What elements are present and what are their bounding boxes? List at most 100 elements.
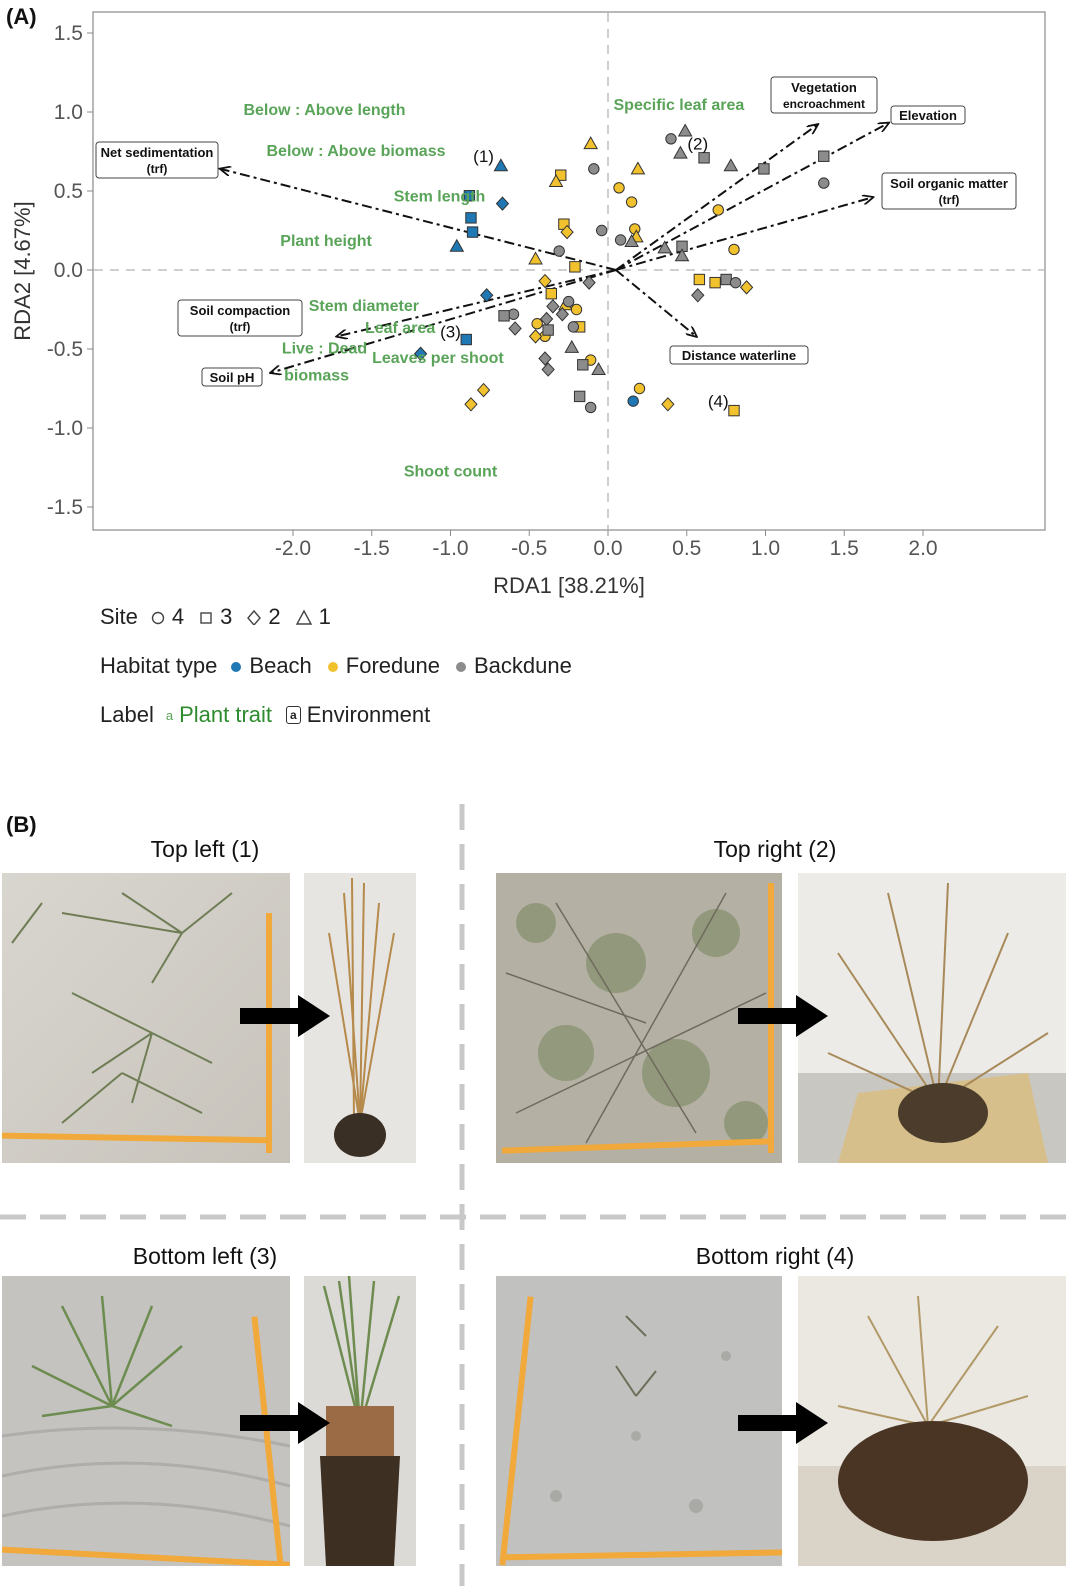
x-tick-label: -2.0	[275, 537, 311, 560]
x-tick-label: 1.5	[830, 537, 859, 560]
point-triangle	[677, 123, 693, 137]
y-tick-label: 1.0	[54, 101, 83, 124]
env-label: Soil compaction	[190, 303, 290, 318]
legend-site-3-label: 3	[220, 604, 233, 629]
point-square	[498, 310, 510, 322]
point-circle	[818, 177, 830, 189]
env-arrow	[221, 169, 617, 271]
rda-plot: -2.0 -1.5 -1.0 -0.5 0.0 0.5 1.0 1.5 2.0 1.5 1.0 0.…	[10, 11, 1046, 598]
legend-label-env-text: Environment	[306, 702, 431, 727]
photo-title-top-left: Top left (1)	[150, 836, 260, 862]
triangle-icon	[295, 609, 312, 625]
x-tick-label: 2.0	[908, 537, 937, 560]
photo-bottom-right-plant	[798, 1276, 1066, 1566]
point-annotation: (2)	[687, 135, 708, 154]
point-square	[542, 324, 554, 336]
point-circle	[562, 295, 575, 308]
x-tick-label: 1.0	[751, 537, 780, 560]
point-circle	[712, 204, 724, 216]
legend-habitat-title: Habitat type	[100, 653, 218, 678]
point-square	[709, 276, 721, 289]
point-diamond	[480, 288, 494, 303]
point-triangle	[673, 145, 688, 159]
y-tick-label: -1.5	[47, 496, 83, 519]
point-triangle	[564, 339, 580, 353]
point-square	[698, 152, 710, 164]
point-triangle	[449, 238, 465, 252]
env-label-box	[201, 367, 263, 387]
arrow-right-icon	[738, 1402, 828, 1444]
point-annotation: (3)	[440, 323, 461, 342]
point-square	[463, 190, 476, 202]
point-square	[460, 333, 472, 346]
point-triangle	[591, 362, 606, 376]
env-label: Soil pH	[210, 370, 255, 385]
legend-habitat-backdune-label: Backdune	[473, 653, 572, 678]
env-label-sub: (trf)	[147, 162, 168, 176]
point-diamond	[555, 307, 570, 322]
beach-dot-icon	[231, 662, 242, 672]
legend-site-1: 1	[295, 604, 331, 630]
legend-label-trait: a Plant trait	[166, 702, 272, 728]
env-label-box	[890, 105, 966, 125]
legend-label: Label a Plant trait a Environment	[100, 702, 438, 728]
point-diamond	[739, 280, 754, 295]
legend-site-3: 3	[198, 604, 232, 630]
point-circle	[633, 382, 646, 395]
trait-label: Stem diameter	[309, 298, 419, 315]
env-label: Elevation	[899, 108, 957, 123]
x-tick-label: -1.0	[432, 537, 468, 560]
point-circle	[613, 182, 625, 194]
legend-habitat-foredune: Foredune	[326, 653, 440, 679]
env-label-box	[881, 172, 1017, 210]
point-square	[728, 404, 740, 417]
trait-label: Leaf area	[365, 320, 435, 337]
point-triangle	[493, 158, 509, 172]
point-square	[573, 390, 586, 403]
env-arrow	[615, 269, 696, 336]
x-tick-label: -1.5	[354, 537, 390, 560]
circle-icon	[151, 611, 165, 625]
trait-label: biomass	[284, 367, 349, 384]
point-diamond	[528, 329, 543, 344]
arrow-right-icon	[240, 1402, 330, 1444]
point-circle	[596, 224, 608, 237]
diamond-icon	[247, 609, 262, 625]
photo-title-bottom-right: Bottom right (4)	[695, 1243, 855, 1269]
point-circle	[553, 245, 565, 257]
point-triangle	[657, 240, 673, 254]
photo-bottom-right-field	[496, 1276, 782, 1566]
trait-label: Plant height	[280, 233, 372, 250]
point-square	[577, 359, 589, 371]
point-circle	[729, 276, 742, 289]
trait-label: Stem length	[394, 189, 486, 206]
y-tick-label: -0.5	[47, 338, 83, 361]
x-tick-label: 0.5	[672, 537, 701, 560]
point-diamond	[476, 382, 491, 398]
point-circle	[588, 163, 600, 175]
point-square	[720, 273, 732, 286]
x-tick-label: -0.5	[511, 537, 547, 560]
point-circle	[627, 395, 639, 407]
legend-habitat-foredune-label: Foredune	[345, 653, 440, 678]
point-diamond	[691, 288, 705, 303]
point-triangle	[583, 136, 599, 150]
legend-label-trait-text: Plant trait	[179, 702, 273, 727]
point-triangle	[674, 248, 690, 262]
trait-glyph: a	[165, 707, 174, 723]
point-triangle	[528, 251, 543, 265]
panel-a-label: (A)	[6, 4, 37, 29]
env-glyph: a	[286, 706, 301, 724]
square-icon	[200, 612, 212, 624]
photo-top-right-plant	[798, 873, 1066, 1163]
env-label-box	[177, 299, 303, 337]
env-arrow	[615, 197, 873, 271]
point-diamond	[508, 321, 522, 336]
legend-habitat-beach-label: Beach	[249, 653, 312, 678]
point-triangle	[630, 161, 646, 175]
foredune-dot-icon	[327, 662, 338, 672]
point-circle	[614, 234, 627, 246]
y-tick-label: 0.5	[54, 180, 83, 203]
point-square	[693, 273, 706, 286]
arrow-right-icon	[738, 995, 828, 1037]
